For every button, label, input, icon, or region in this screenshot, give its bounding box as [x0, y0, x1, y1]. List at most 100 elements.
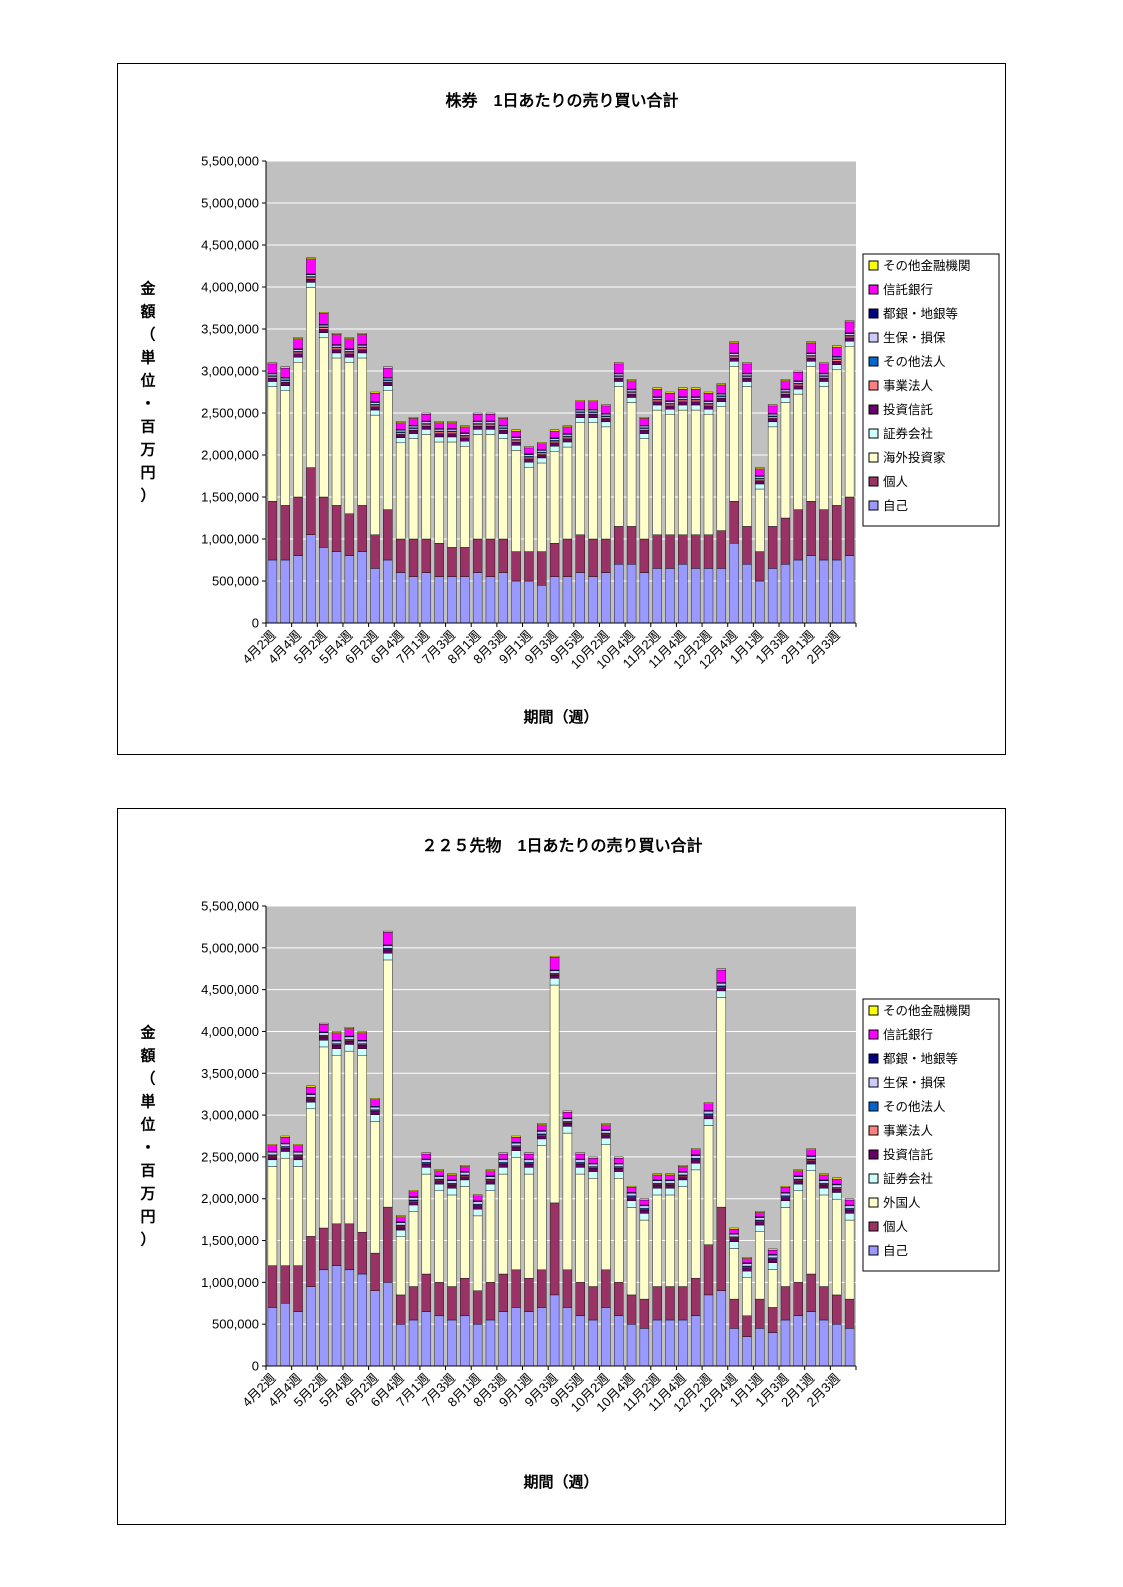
bar-segment [626, 389, 637, 392]
bar-segment [652, 399, 662, 402]
bar-segment [472, 1205, 483, 1210]
bar-segment [524, 458, 534, 463]
bar-segment [575, 1315, 585, 1367]
bar-segment [383, 377, 393, 381]
bar-segment [614, 377, 624, 382]
bar-segment [742, 564, 752, 624]
bar-segment [626, 1197, 637, 1202]
bar-segment [434, 441, 444, 544]
bar-segment [383, 949, 393, 954]
bar-segment [678, 399, 688, 402]
bar-segment [370, 1098, 380, 1100]
bar-segment [267, 377, 278, 382]
bar-segment [357, 1032, 367, 1041]
bar-segment [562, 538, 573, 577]
bar-segment [793, 509, 803, 561]
bar-segment [537, 1131, 547, 1135]
y-tick-label: 5,000,000 [201, 196, 259, 211]
bar-segment [472, 538, 483, 573]
bar-segment [460, 445, 470, 548]
legend-swatch [868, 1221, 879, 1232]
bar-segment [460, 1165, 470, 1167]
bar-segment [665, 409, 675, 415]
bar-segment [280, 505, 290, 561]
bar-segment [421, 1311, 432, 1367]
bar-segment [511, 1157, 521, 1271]
bar-segment [306, 282, 316, 288]
bar-segment [408, 430, 419, 434]
bar-segment [370, 414, 380, 536]
bar-segment [293, 351, 303, 354]
bar-segment [806, 1148, 816, 1150]
bar-segment [485, 1183, 496, 1191]
bar-segment [588, 1286, 598, 1321]
bar-segment [395, 538, 406, 573]
bar-segment [395, 422, 406, 430]
bar-segment [755, 488, 765, 552]
y-tick-label: 3,000,000 [201, 1108, 259, 1123]
bar-segment [690, 1315, 701, 1367]
bar-segment [690, 568, 701, 624]
bar-segment [844, 1213, 855, 1221]
bar-segment [460, 1186, 470, 1279]
bar-segment [370, 1290, 380, 1367]
bar-segment [447, 429, 457, 432]
bar-segment [665, 1194, 675, 1287]
bar-segment [703, 1294, 714, 1367]
bar-segment [498, 1167, 508, 1175]
bar-segment [562, 1118, 573, 1122]
bar-segment [716, 968, 727, 971]
bar-segment [319, 332, 329, 339]
bar-segment [344, 1044, 355, 1052]
bar-segment [819, 363, 829, 374]
bar-segment [601, 404, 611, 407]
bar-segment [395, 1294, 406, 1325]
bar-segment [844, 555, 855, 624]
bar-segment [357, 1040, 367, 1044]
bar-segment [832, 1294, 842, 1325]
bar-segment [370, 1111, 380, 1115]
bar-segment [832, 559, 842, 624]
bar-segment [729, 356, 739, 359]
bar-segment [319, 325, 329, 328]
bar-segment [524, 466, 534, 552]
bar-segment [357, 1048, 367, 1056]
bar-segment [780, 1319, 791, 1367]
bar-segment [703, 403, 714, 407]
bar-segment [601, 1134, 611, 1139]
bar-segment [344, 353, 355, 358]
legend-swatch [868, 452, 879, 463]
bar-segment [421, 538, 432, 573]
bar-segment [408, 425, 419, 428]
bar-segment [665, 393, 675, 402]
bar-segment [524, 447, 534, 454]
bar-segment [267, 1156, 278, 1161]
y-tick-label: 500,000 [212, 1317, 259, 1332]
bar-segment [665, 1174, 675, 1181]
bar-segment [498, 1163, 508, 1168]
bar-segment [370, 409, 380, 416]
bar-segment [562, 1126, 573, 1134]
y-axis-title-char: 位 [140, 1116, 155, 1134]
bar-segment [383, 945, 393, 949]
bar-segment [421, 1163, 432, 1168]
bar-segment [293, 555, 303, 624]
bar-segment [742, 362, 752, 365]
y-tick-label: 2,500,000 [201, 406, 259, 421]
bar-segment [690, 1148, 701, 1150]
y-tick-label: 1,000,000 [201, 532, 259, 547]
bar-segment [549, 984, 560, 1204]
bar-segment [703, 401, 714, 404]
bar-segment [306, 287, 316, 468]
bar-segment [537, 450, 547, 453]
bar-segment [780, 380, 791, 390]
bar-segment [485, 414, 496, 422]
bar-segment [408, 1204, 419, 1212]
bar-segment [319, 1046, 329, 1229]
bar-segment [280, 382, 290, 386]
bar-segment [485, 424, 496, 427]
bar-segment [832, 364, 842, 370]
bar-segment [383, 959, 393, 1208]
bar-segment [447, 431, 457, 434]
